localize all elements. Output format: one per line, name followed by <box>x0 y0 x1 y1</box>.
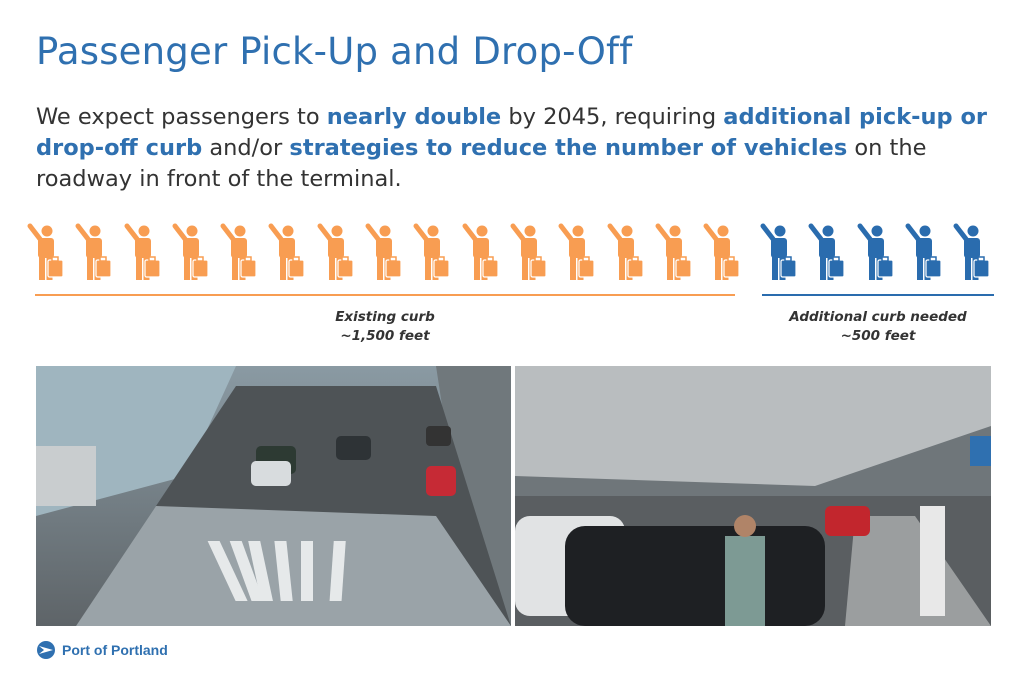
passenger-with-luggage-icon <box>655 223 691 280</box>
photo-illustration <box>36 366 511 626</box>
additional-curb-caption: Additional curb needed ~500 feet <box>778 308 978 346</box>
passenger-with-luggage-icon <box>953 223 990 280</box>
passenger-with-luggage-icon <box>268 223 305 280</box>
caption-label: Additional curb needed <box>789 309 967 325</box>
additional-passenger-icons <box>760 222 1001 282</box>
page-title: Passenger Pick-Up and Drop-Off <box>36 30 633 73</box>
text: on the roadway in front of the terminal. <box>36 135 927 192</box>
logo-text: Port of Portland <box>62 642 168 658</box>
passenger-with-luggage-icon <box>365 223 402 280</box>
caption-value: ~1,500 feet <box>340 328 430 344</box>
logo-icon <box>37 641 55 659</box>
caption-value: ~500 feet <box>840 328 916 344</box>
covered-pickup-curb-photo <box>515 366 991 626</box>
passenger-with-luggage-icon <box>510 223 546 280</box>
existing-passenger-icons <box>27 222 751 282</box>
passenger-with-luggage-icon <box>75 223 112 280</box>
text: We expect passengers to <box>36 104 327 130</box>
passenger-with-luggage-icon <box>413 223 450 280</box>
highlight: strategies to reduce the number of vehic… <box>289 135 848 161</box>
passenger-with-luggage-icon <box>703 223 740 280</box>
passenger-with-luggage-icon <box>220 223 257 280</box>
highlight: nearly double <box>326 104 502 130</box>
passenger-with-luggage-icon <box>462 223 498 280</box>
caption-label: Existing curb <box>335 309 435 325</box>
passenger-with-luggage-icon <box>808 223 845 280</box>
body-text: We expect passengers to nearly double by… <box>36 102 1006 195</box>
existing-curb-caption: Existing curb ~1,500 feet <box>285 308 485 346</box>
text: and/or <box>202 135 290 161</box>
passenger-with-luggage-icon <box>172 223 208 280</box>
highlight: additional pick-up or drop-off curb <box>36 104 988 161</box>
additional-curb-line <box>762 294 994 296</box>
passenger-with-luggage-icon <box>317 223 353 280</box>
port-of-portland-logo: Port of Portland <box>36 640 168 660</box>
passenger-with-luggage-icon <box>124 223 160 280</box>
existing-curb-line <box>35 294 735 296</box>
passenger-with-luggage-icon <box>558 223 595 280</box>
passenger-with-luggage-icon <box>905 223 941 280</box>
photo-illustration <box>515 366 991 626</box>
passenger-with-luggage-icon <box>857 223 893 280</box>
passenger-with-luggage-icon <box>760 223 796 280</box>
passenger-with-luggage-icon <box>27 223 63 280</box>
text: by 2045, requiring <box>501 104 724 130</box>
terminal-curb-aerial-photo <box>36 366 511 626</box>
passenger-with-luggage-icon <box>607 223 643 280</box>
